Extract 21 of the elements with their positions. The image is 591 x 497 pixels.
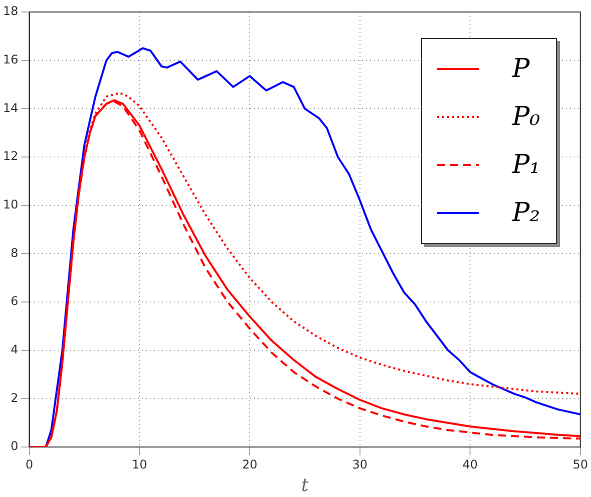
y-tick-label: 6 <box>10 294 18 308</box>
x-tick-label: 40 <box>462 457 478 472</box>
legend-label: P₀ <box>512 102 540 132</box>
y-tick-label: 12 <box>2 149 18 164</box>
x-tick-label: 30 <box>352 457 368 472</box>
y-tick-label: 4 <box>10 342 18 356</box>
y-tick-label: 2 <box>10 390 18 405</box>
legend-label: P₂ <box>512 198 540 228</box>
legend-label: P₁ <box>512 150 540 180</box>
y-tick-label: 8 <box>10 246 18 260</box>
y-tick-label: 10 <box>2 197 18 212</box>
y-tick-label: 18 <box>2 4 18 18</box>
x-tick-label: 20 <box>242 457 258 472</box>
x-tick-label: 50 <box>572 457 588 472</box>
y-tick-label: 0 <box>10 439 18 454</box>
x-axis-title: t <box>301 474 310 496</box>
x-tick-label: 0 <box>25 457 34 472</box>
y-tick-label: 14 <box>2 100 18 115</box>
x-tick-label: 10 <box>132 457 148 472</box>
legend-label: P <box>512 54 530 84</box>
y-tick-label: 16 <box>2 52 18 66</box>
